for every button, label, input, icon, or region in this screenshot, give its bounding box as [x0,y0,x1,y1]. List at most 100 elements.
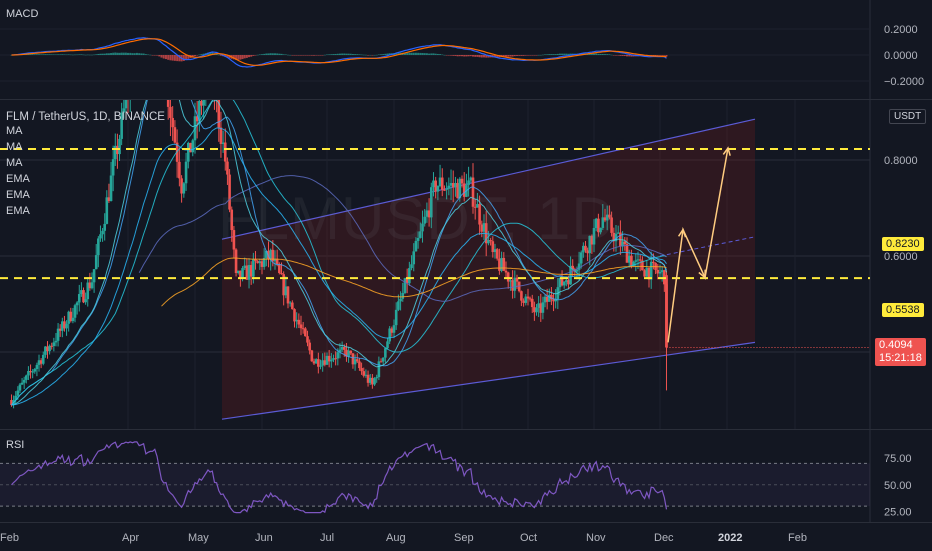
macd-histogram-bar [406,52,409,55]
macd-histogram-bar [191,55,194,58]
macd-histogram-bar [507,55,510,57]
macd-histogram-bar [458,55,461,57]
macd-histogram-bar [617,55,620,56]
macd-tick-label: 0.2000 [884,24,918,36]
candle-body [334,358,337,360]
candle-body [377,361,381,378]
candle-body [27,371,30,376]
rsi-pane[interactable]: 75.00 50.00 25.00 RSI [0,430,932,522]
candle-body [92,269,96,283]
symbol-watermark: FLMUSDT, 1D [218,185,616,252]
symbol-title[interactable]: FLM / TetherUS, 1D, BINANCE [6,111,165,123]
macd-histogram-bar [621,55,624,56]
candle-body [82,290,85,303]
channel-fill [222,119,755,420]
candle-body [565,280,568,282]
macd-histogram-bar [494,55,496,58]
macd-histogram-bar [274,53,276,55]
currency-badge[interactable]: USDT [889,109,927,124]
indicator-ema-3[interactable]: EMA [6,205,30,217]
candle-body [67,311,70,324]
indicator-ma-2[interactable]: MA [6,141,23,153]
macd-histogram-bar [450,55,453,56]
candle-body [541,302,545,313]
candle-body [107,197,111,202]
candle-body [358,361,361,369]
candle-body [500,257,503,271]
macd-histogram-bar [300,55,302,56]
macd-tick-label: −0.2000 [884,76,924,88]
macd-histogram-bar [156,55,159,56]
candle-body [73,305,77,318]
macd-histogram-bar [31,54,34,55]
candle-body [10,400,13,406]
rsi-plot: 75.00 50.00 25.00 [0,430,912,522]
macd-histogram-bar [606,54,609,55]
macd-histogram-bar [176,55,179,62]
candle-body [504,270,508,273]
macd-histogram-bar [659,55,661,56]
candle-body [258,261,262,264]
indicator-ma-3[interactable]: MA [6,157,23,169]
macd-histogram-bar [595,53,598,55]
candle-body [421,223,424,232]
candle-body [299,324,303,329]
candle-body [423,216,427,224]
candle-body [473,206,477,208]
macd-histogram-bar [630,55,633,57]
macd-histogram-bar [287,54,289,56]
candle-body [219,127,223,144]
candle-body [495,249,499,259]
macd-histogram-bar [615,55,617,56]
candle-body [414,240,418,252]
candle-body [245,265,249,280]
macd-histogram-bar [533,55,536,56]
time-label-may: May [188,532,209,544]
candle-body [513,277,517,291]
macd-histogram-bar [527,55,529,56]
macd-histogram-bar [558,53,561,55]
candle-body [401,293,405,299]
macd-histogram-bar [509,55,512,57]
candle-body [101,230,104,235]
indicator-ema-2[interactable]: EMA [6,189,30,201]
macd-plot: 0.2000 0.0000 −0.2000 [0,0,932,100]
candle-body [399,298,402,302]
indicator-ma-1[interactable]: MA [6,125,23,137]
price-pane[interactable]: 1.40001.20001.00000.80000.60000.40000.20… [0,100,932,430]
candle-body [16,390,20,396]
candle-body [278,264,281,274]
candle-body [533,307,536,313]
candle-body [169,106,172,118]
macd-pane[interactable]: 0.2000 0.0000 −0.2000 MACD [0,0,932,100]
moving-average-line [161,257,667,307]
macd-histogram-bar [194,55,196,57]
macd-histogram-bar [256,54,259,56]
macd-histogram-bar [373,54,376,56]
macd-histogram-bar [226,55,229,58]
macd-tick-label: 0.0000 [884,50,918,62]
candle-body [569,265,572,285]
candle-body [649,261,653,280]
candle-body [381,357,385,362]
macd-histogram-bar [623,55,626,57]
macd-histogram-bar [423,53,426,55]
candle-body [118,138,121,155]
candle-body [434,180,437,192]
indicator-ema-1[interactable]: EMA [6,173,30,185]
macd-histogram-bar [384,53,387,55]
candle-body [271,249,275,262]
candle-body [56,328,60,341]
candle-body [506,272,510,282]
macd-histogram-bar [297,55,300,56]
macd-histogram-bar [360,54,363,56]
macd-histogram-bar [304,55,307,56]
candle-body [528,298,532,300]
macd-histogram-bar [319,55,322,56]
price-tick-label: 0.8000 [884,155,918,167]
macd-histogram-bar [467,55,470,57]
candle-body [94,255,98,270]
macd-histogram-bar [480,55,483,58]
macd-histogram-bar [354,54,357,55]
time-axis[interactable]: Feb Apr May Jun Jul Aug Sep Oct Nov Dec … [0,522,932,551]
